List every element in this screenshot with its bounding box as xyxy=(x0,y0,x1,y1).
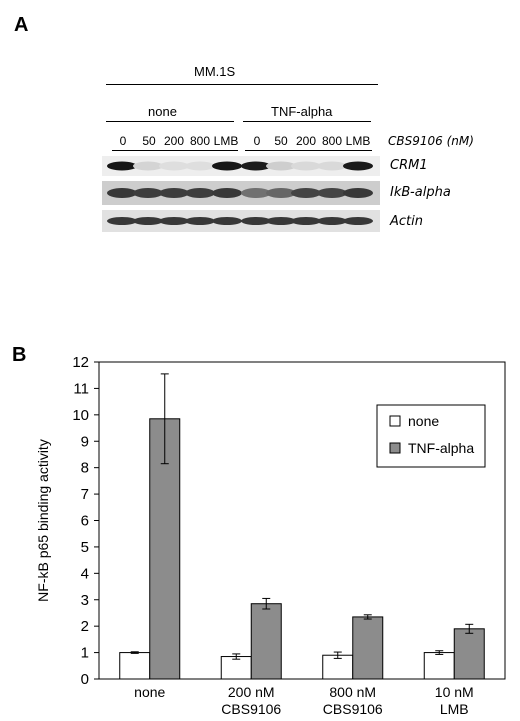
blot-band xyxy=(133,188,163,198)
lane-underline xyxy=(112,150,238,151)
blot-band xyxy=(317,161,347,171)
blot-band xyxy=(317,217,347,225)
lane-label: 200 xyxy=(295,134,317,148)
blot-band xyxy=(159,161,189,171)
blot-band xyxy=(266,188,296,198)
blot-band xyxy=(133,217,163,225)
bar xyxy=(220,656,252,680)
blot-band xyxy=(212,161,242,171)
panel-b-label: B xyxy=(12,344,27,366)
blot-strip-ikb xyxy=(102,181,380,205)
blot-band xyxy=(133,161,163,171)
band-label-ikb: IkB-alpha xyxy=(390,185,451,200)
blot-strip-actin xyxy=(102,210,380,232)
blot-band xyxy=(343,217,373,225)
bar xyxy=(423,652,455,680)
group-label-none: none xyxy=(148,104,177,119)
blot-band xyxy=(159,217,189,225)
y-tick-label: 12 xyxy=(72,354,89,371)
blot-band xyxy=(159,188,189,198)
blot-band xyxy=(343,161,373,171)
legend-swatch xyxy=(389,415,401,427)
blot-band xyxy=(107,161,137,171)
blot-band xyxy=(266,161,296,171)
x-tick-label: 800 nM xyxy=(329,684,376,700)
blot-band xyxy=(241,188,271,198)
lane-label: 0 xyxy=(119,134,127,148)
y-tick-label: 9 xyxy=(81,433,89,450)
band-label-crm1: CRM1 xyxy=(390,158,428,173)
y-tick-label: 5 xyxy=(81,539,89,556)
blot-band xyxy=(212,217,242,225)
lane-label: 800 xyxy=(321,134,343,148)
blot-band xyxy=(107,217,137,225)
y-tick-label: 3 xyxy=(81,592,89,609)
lane-label: LMB xyxy=(213,134,239,148)
legend-label: TNF-alpha xyxy=(408,440,474,456)
lane-label: 50 xyxy=(142,134,156,148)
y-tick-label: 6 xyxy=(81,513,89,530)
lane-underline xyxy=(245,150,372,151)
legend-box xyxy=(376,404,486,468)
blot-band xyxy=(317,188,347,198)
y-axis-label: NF-kB p65 binding activity xyxy=(35,439,51,602)
blot-band xyxy=(185,217,215,225)
blot-band xyxy=(343,188,373,198)
y-tick-label: 0 xyxy=(81,671,89,688)
blot-band xyxy=(266,217,296,225)
bar xyxy=(250,603,282,680)
group-line-none xyxy=(106,121,234,122)
lane-label: 800 xyxy=(189,134,211,148)
blot-band xyxy=(107,188,137,198)
bar xyxy=(119,652,151,680)
y-tick-label: 1 xyxy=(81,645,89,662)
group-label-tnf: TNF-alpha xyxy=(271,104,333,119)
blot-band xyxy=(212,188,242,198)
x-tick-label: CBS9106 xyxy=(323,701,383,717)
x-tick-label: none xyxy=(134,684,165,700)
y-tick-label: 10 xyxy=(72,407,89,424)
y-tick-label: 7 xyxy=(81,486,89,503)
bar xyxy=(453,628,485,680)
blot-band xyxy=(185,161,215,171)
lane-label: LMB xyxy=(345,134,371,148)
x-tick-label: 10 nM xyxy=(435,684,474,700)
x-tick-label: CBS9106 xyxy=(221,701,281,717)
x-tick-label: LMB xyxy=(440,701,469,717)
bar xyxy=(352,616,384,680)
y-tick-label: 11 xyxy=(73,380,89,397)
y-tick-label: 2 xyxy=(81,618,89,635)
cell-line-label: MM.1S xyxy=(194,64,236,79)
band-label-actin: Actin xyxy=(390,214,423,229)
blot-band xyxy=(241,161,271,171)
cell-line-line xyxy=(106,84,378,85)
group-line-tnf xyxy=(243,121,371,122)
blot-band xyxy=(291,217,321,225)
treatment-label: CBS9106 (nM) xyxy=(388,134,474,148)
legend-label: none xyxy=(408,413,439,429)
blot-band xyxy=(185,188,215,198)
y-tick-label: 4 xyxy=(81,565,89,582)
blot-band xyxy=(241,217,271,225)
lane-label: 200 xyxy=(163,134,185,148)
legend-swatch xyxy=(389,442,401,454)
lane-label: 50 xyxy=(274,134,288,148)
blot-band xyxy=(291,161,321,171)
lane-label: 0 xyxy=(253,134,261,148)
blot-band xyxy=(291,188,321,198)
x-tick-label: 200 nM xyxy=(228,684,275,700)
panel-a-label: A xyxy=(14,14,29,36)
y-tick-label: 8 xyxy=(81,460,89,477)
blot-strip-crm1 xyxy=(102,156,380,176)
